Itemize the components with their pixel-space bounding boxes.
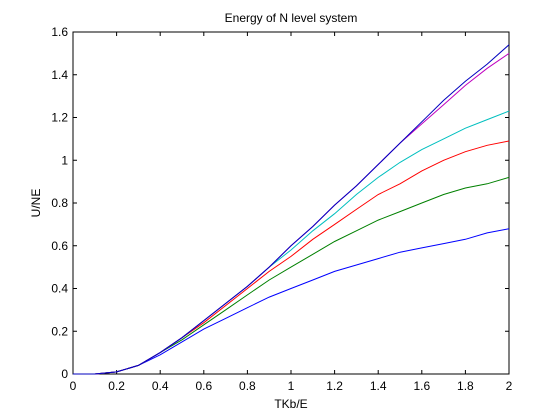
x-axis-label: TKb/E [274,397,307,411]
y-tick-label: 1.4 [51,68,68,82]
tick-labels: 0 0.2 0.4 0.6 0.8 1 1.2 1.4 1.6 1.8 2 0 0.2 0.4 0.6 0.8… [51,25,512,393]
series-lines [73,44,510,375]
chart-title: Energy of N level system [225,11,358,25]
y-tick-label: 0.8 [51,196,68,210]
x-tick-label: 0.8 [239,379,256,393]
x-tick-label: 1 [288,379,295,393]
y-tick-label: 0 [61,367,68,381]
x-tick-label: 0.6 [195,379,212,393]
x-tick-label: 0.2 [108,379,125,393]
x-tick-label: 1.2 [326,379,343,393]
x-tick-label: 0 [70,379,77,393]
y-tick-label: 0.2 [51,324,68,338]
y-tick-label: 1 [61,153,68,167]
y-tick-label: 0.6 [51,239,68,253]
plot-area [72,31,510,375]
x-tick-label: 1.4 [370,379,387,393]
series-line-1 [73,228,510,375]
series-line-6 [73,44,510,375]
y-tick-label: 0.4 [51,282,68,296]
x-tick-label: 1.8 [457,379,474,393]
x-tick-label: 1.6 [413,379,430,393]
y-axis-label: U/NE [29,189,43,218]
x-tick-label: 0.4 [152,379,169,393]
x-tick-label: 2 [506,379,513,393]
y-tick-label: 1.2 [51,111,68,125]
y-tick-label: 1.6 [51,25,68,39]
